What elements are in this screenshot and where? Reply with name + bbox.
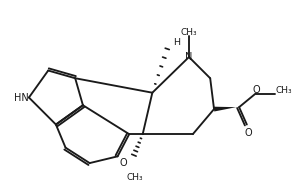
Text: CH₃: CH₃ — [276, 86, 292, 95]
Text: O: O — [120, 158, 127, 168]
Text: O: O — [245, 128, 253, 138]
Text: N: N — [185, 52, 193, 62]
Text: CH₃: CH₃ — [181, 28, 197, 37]
Text: H: H — [173, 38, 180, 47]
Text: O: O — [253, 85, 260, 95]
Polygon shape — [214, 107, 236, 112]
Text: CH₃: CH₃ — [127, 173, 143, 182]
Text: HN: HN — [14, 93, 29, 102]
